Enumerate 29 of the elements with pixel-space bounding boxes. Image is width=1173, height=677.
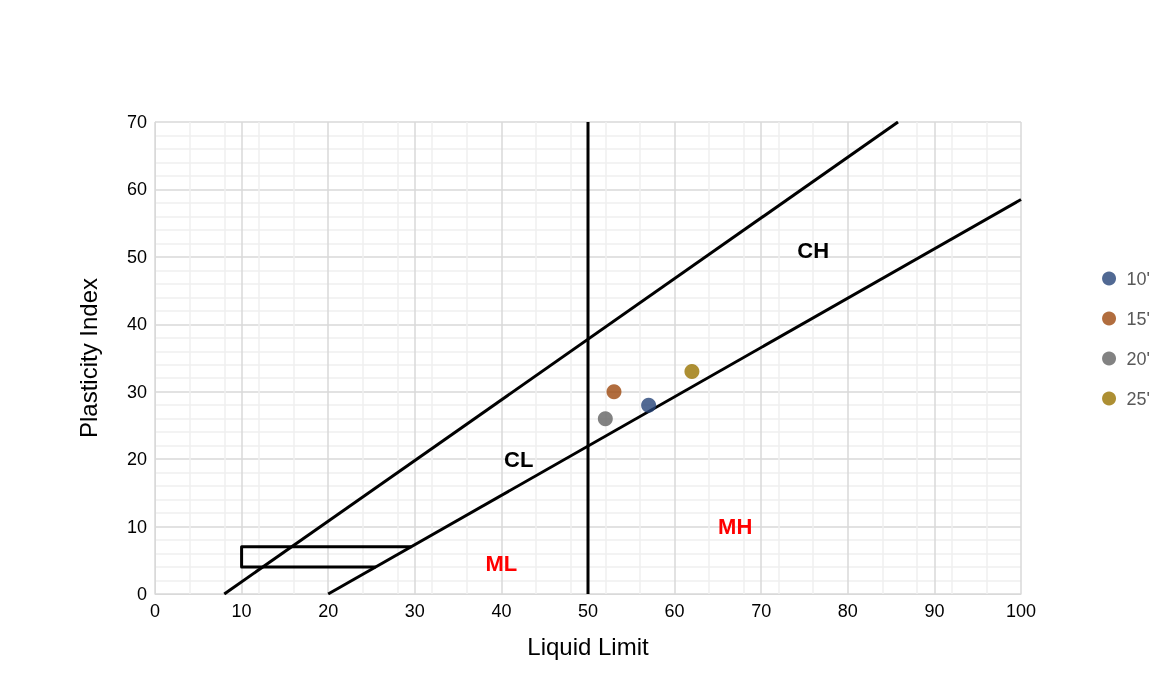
x-tick-label: 40 — [491, 601, 512, 621]
x-axis-title: Liquid Limit — [527, 632, 650, 660]
x-tick-label: 80 — [837, 601, 858, 621]
y-tick-label: 60 — [126, 179, 147, 200]
legend-label: 10' — [1126, 268, 1151, 289]
x-tick-label: 10 — [231, 601, 252, 621]
x-tick-label: 20 — [318, 601, 339, 621]
x-tick-label: 90 — [924, 601, 945, 621]
y-tick-label: 40 — [126, 314, 147, 335]
y-tick-label: 30 — [126, 381, 147, 402]
y-axis-title: Plasticity Index — [74, 277, 102, 439]
x-tick-label: 100 — [1005, 601, 1037, 621]
y-tick-label: 10 — [126, 516, 147, 537]
y-tick-label: 20 — [126, 449, 147, 470]
annotation: ML — [485, 551, 518, 577]
annotation: MH — [718, 514, 753, 540]
legend-label: 15' — [1126, 308, 1151, 329]
annotation: CL — [504, 446, 534, 472]
annotation: CH — [797, 237, 830, 263]
legend-label: 25' — [1126, 388, 1151, 409]
x-tick-label: 60 — [664, 601, 685, 621]
x-tick-label: 50 — [577, 601, 599, 621]
x-tick-label: 30 — [404, 601, 425, 621]
y-tick-label: 50 — [126, 246, 147, 267]
x-tick-label: 0 — [149, 601, 161, 621]
legend-label: 20' — [1126, 348, 1151, 369]
x-tick-label: 70 — [751, 601, 772, 621]
y-tick-label: 0 — [136, 584, 147, 604]
y-tick-label: 70 — [126, 112, 147, 132]
